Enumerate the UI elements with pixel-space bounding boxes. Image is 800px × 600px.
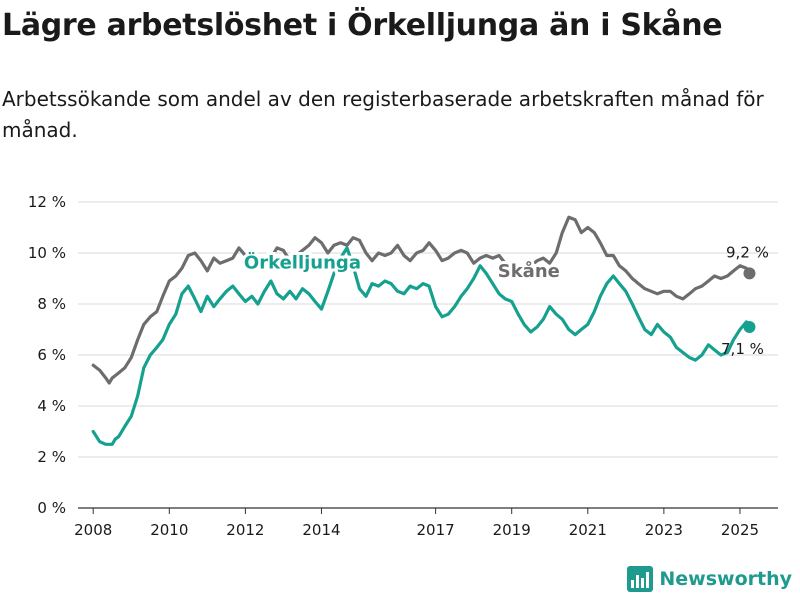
y-tick-label: 6 %	[37, 346, 66, 364]
x-tick-label: 2019	[493, 521, 531, 539]
y-tick-label: 2 %	[37, 448, 66, 466]
y-tick-label: 10 %	[28, 244, 66, 262]
series-lines	[91, 215, 756, 446]
y-tick-label: 4 %	[37, 397, 66, 415]
bar-chart-icon	[627, 566, 654, 592]
chart-title: Lägre arbetslöshet i Örkelljunga än i Sk…	[2, 8, 723, 43]
series-name-skane: Skåne	[498, 260, 560, 282]
x-tick-label: 2012	[226, 521, 264, 539]
x-tick-label: 2008	[74, 521, 112, 539]
x-tick-label: 2014	[302, 521, 340, 539]
y-tick-label: 0 %	[37, 499, 66, 517]
y-tick-label: 8 %	[37, 295, 66, 313]
newsworthy-logo: Newsworthy	[627, 566, 792, 592]
x-tick-label: 2025	[721, 521, 759, 539]
series-line-orkelljunga	[91, 246, 752, 446]
series-name-orkelljunga: Örkelljunga	[244, 251, 361, 273]
series-end-point-orkelljunga	[743, 320, 756, 333]
gridlines	[78, 201, 778, 509]
end-label-orkelljunga: 7,1 %	[721, 340, 764, 358]
series-end-point-skane	[743, 267, 756, 280]
axes: 0 % 2 % 4 % 6 % 8 % 10 % 12 % 2008 2010 2012 2014 2…	[28, 193, 759, 539]
chart-subtitle: Arbetssökande som andel av den registerb…	[2, 87, 764, 142]
y-tick-label: 12 %	[28, 193, 66, 211]
end-label-skane: 9,2 %	[726, 243, 769, 261]
x-tick-label: 2021	[569, 521, 607, 539]
x-tick-label: 2023	[645, 521, 683, 539]
series-labels: 9,2 % 7,1 % Örkelljunga Skåne	[241, 243, 769, 358]
brand-name: Newsworthy	[659, 568, 792, 590]
series-line-skane	[91, 215, 752, 385]
x-tick-label: 2017	[417, 521, 455, 539]
x-tick-label: 2010	[150, 521, 188, 539]
